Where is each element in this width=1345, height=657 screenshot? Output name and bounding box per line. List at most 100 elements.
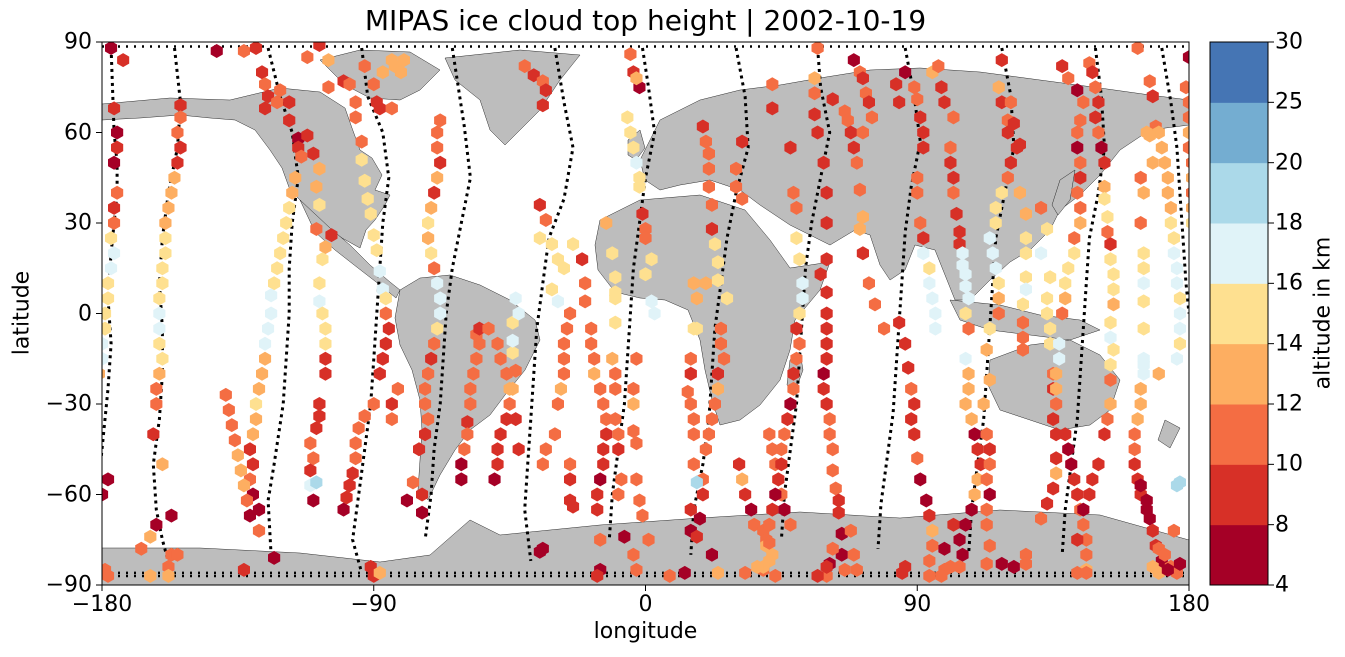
cloud-point — [1047, 481, 1060, 496]
cloud-point — [847, 53, 860, 68]
cloud-point — [367, 397, 380, 411]
cloud-point — [708, 397, 721, 411]
cloud-point — [343, 77, 356, 92]
cloud-point — [274, 246, 287, 261]
cloud-point — [814, 267, 827, 282]
cloud-point — [283, 113, 296, 128]
cloud-point — [434, 306, 447, 321]
cloud-point — [687, 457, 700, 472]
cloud-point — [630, 562, 643, 577]
cloud-point — [310, 475, 323, 490]
cloud-point — [790, 321, 803, 336]
cloud-point — [684, 351, 697, 366]
cloud-point — [1077, 517, 1090, 532]
cloud-point — [624, 47, 637, 62]
cloud-point — [920, 493, 933, 508]
cloud-point — [956, 246, 969, 261]
cloud-point — [108, 200, 121, 215]
cloud-point — [1053, 336, 1066, 351]
cloud-point — [923, 553, 936, 568]
cloud-point — [1146, 89, 1159, 104]
cloud-point — [310, 179, 323, 194]
cloud-point — [847, 547, 860, 562]
cloud-point — [953, 532, 966, 547]
cloud-point — [923, 261, 936, 276]
colorbar-tick-label: 4 — [1275, 572, 1289, 598]
cloud-point — [434, 113, 447, 128]
cloud-point — [1041, 222, 1054, 236]
cloud-point — [639, 267, 652, 282]
colorbar-tick-label: 30 — [1275, 29, 1303, 55]
cloud-point — [518, 59, 531, 74]
cloud-point — [956, 547, 969, 562]
cloud-point — [808, 107, 821, 122]
cloud-point — [564, 306, 577, 321]
cloud-point — [313, 161, 326, 176]
cloud-point — [947, 517, 960, 532]
cloud-point — [1019, 231, 1032, 246]
cloud-point — [1007, 559, 1020, 574]
cloud-point — [1016, 330, 1029, 345]
cloud-point — [763, 517, 776, 532]
cloud-point — [428, 185, 441, 200]
cloud-point — [352, 421, 365, 436]
cloud-point — [1167, 246, 1180, 261]
cloud-point — [702, 161, 715, 176]
cloud-point — [259, 101, 272, 116]
cloud-point — [265, 306, 278, 321]
cloud-point — [908, 80, 921, 95]
cloud-point — [1053, 351, 1066, 366]
cloud-point — [1131, 42, 1144, 55]
cloud-point — [1013, 137, 1026, 152]
orbit-track — [423, 47, 472, 540]
cloud-point — [1161, 562, 1174, 577]
cloud-point — [627, 381, 640, 396]
cloud-point — [1074, 155, 1087, 170]
cloud-point — [911, 451, 924, 466]
cloud-point — [847, 140, 860, 155]
cloud-point — [367, 228, 380, 243]
cloud-point — [162, 568, 175, 583]
cloud-point — [262, 321, 275, 336]
cloud-point — [917, 125, 930, 140]
cloud-point — [820, 336, 833, 351]
cloud-point — [557, 336, 570, 351]
cloud-point — [893, 95, 906, 110]
cloud-point — [899, 559, 912, 574]
cloud-point — [730, 161, 743, 176]
colorbar-segment — [1210, 404, 1268, 465]
cloud-point — [576, 252, 589, 267]
cloud-point — [1059, 276, 1072, 291]
cloud-point — [820, 321, 833, 336]
cloud-point — [850, 562, 863, 577]
cloud-point — [150, 397, 163, 411]
cloud-point — [268, 550, 281, 565]
cloud-point — [636, 508, 649, 523]
cloud-point — [431, 276, 444, 291]
cloud-point — [917, 231, 930, 246]
cloud-point — [1189, 276, 1201, 290]
cloud-point — [1107, 267, 1120, 282]
colorbar-tick-label: 12 — [1275, 391, 1303, 417]
cloud-point — [322, 53, 335, 68]
cloud-point — [364, 206, 377, 221]
y-tick-label: −60 — [45, 482, 92, 507]
cloud-point — [536, 98, 549, 113]
cloud-point — [361, 191, 374, 206]
cloud-point — [1035, 246, 1048, 261]
cloud-point — [346, 466, 359, 481]
cloud-point — [597, 457, 610, 472]
cloud-point — [243, 508, 256, 523]
cloud-point — [304, 436, 317, 451]
cloud-point — [373, 565, 386, 580]
cloud-point — [702, 179, 715, 194]
cloud-point — [1137, 321, 1150, 336]
cloud-point — [325, 228, 338, 243]
cloud-point — [319, 366, 332, 381]
cloud-point — [826, 463, 839, 478]
cloud-point — [690, 475, 703, 490]
cloud-point — [766, 77, 779, 92]
cloud-point — [902, 360, 915, 375]
cloud-point — [612, 442, 625, 457]
colorbar-tick-label: 20 — [1275, 150, 1303, 175]
